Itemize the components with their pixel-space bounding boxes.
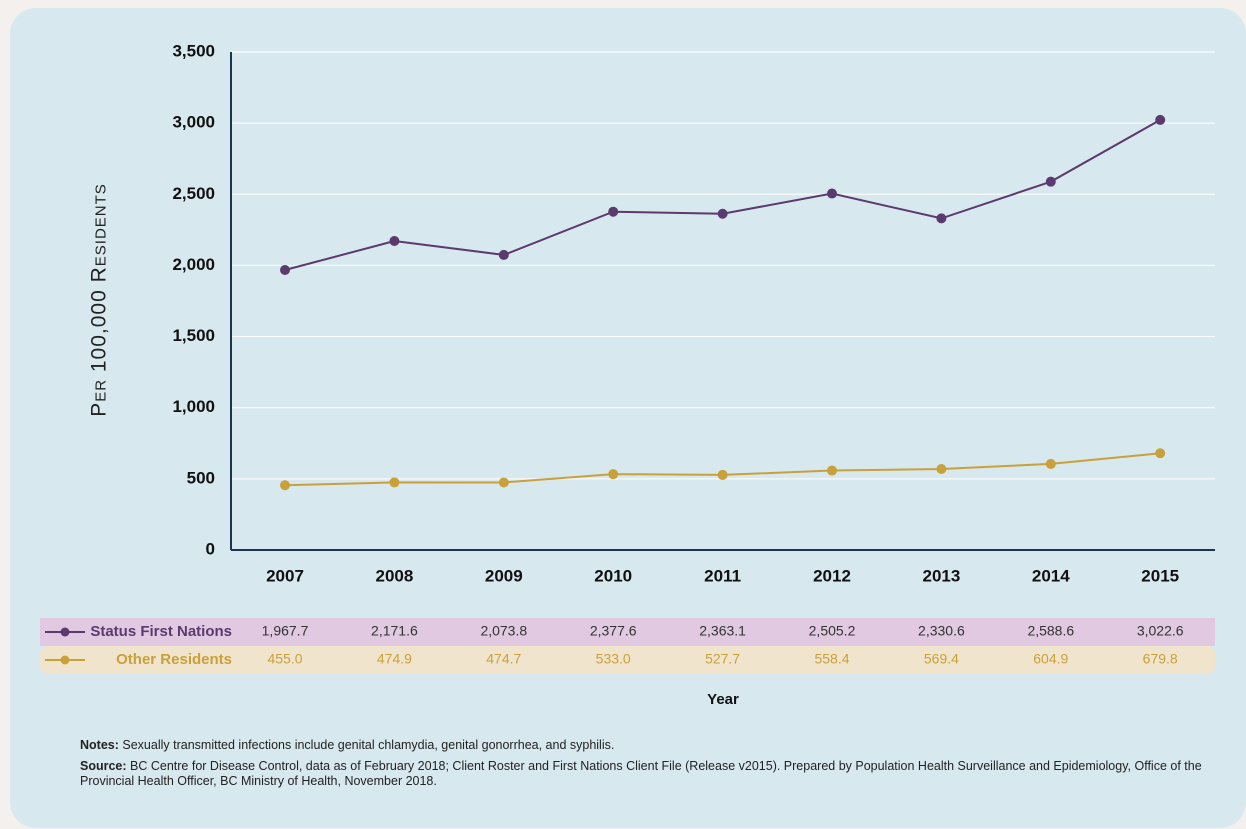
legend-label: Status First Nations [90,623,232,640]
point [827,188,837,199]
point [280,480,290,491]
legend-marker [60,655,70,665]
x-tick-label: 2007 [266,566,304,585]
legend-marker [60,627,70,637]
table-value: 474.7 [486,651,521,667]
table-row [40,618,1215,646]
point [389,477,400,488]
table-value: 1,967.7 [262,623,309,639]
point [1155,448,1166,459]
table-value: 2,505.2 [809,623,856,639]
table-value: 2,377.6 [590,623,637,639]
x-tick-label: 2015 [1141,566,1179,585]
table-value: 2,171.6 [371,623,418,639]
x-tick-label: 2013 [922,566,960,585]
series-line [284,452,1161,487]
x-axis-label: Year [707,691,739,708]
x-tick-label: 2009 [485,566,523,585]
x-tick-label: 2014 [1032,566,1070,585]
point [717,469,728,480]
y-tick-label: 3,500 [172,41,215,60]
table-value: 569.4 [924,651,959,667]
legend-label: Other Residents [116,651,232,668]
table-value: 679.8 [1143,651,1178,667]
table-value: 455.0 [267,651,302,667]
y-axis-label: Per 100,000 Residents [88,183,111,417]
x-tick-label: 2008 [375,566,413,585]
point [1155,114,1166,125]
table-value: 2,363.1 [699,623,746,639]
point [827,465,837,476]
point [608,469,619,480]
notes: Notes: Sexually transmitted infections i… [80,738,1210,753]
point [1045,458,1056,469]
table-row [40,646,1215,674]
table-value: 527.7 [705,651,740,667]
y-tick-label: 2,000 [172,255,215,274]
table-value: 2,330.6 [918,623,965,639]
source-label: Source: [80,759,127,773]
y-tick-label: 500 [187,468,215,487]
notes-text: Sexually transmitted infections include … [122,738,615,752]
table-value: 533.0 [596,651,631,667]
y-tick-label: 2,500 [172,184,215,203]
point [280,265,290,276]
y-tick-label: 0 [206,539,215,558]
point [1045,176,1056,187]
point [717,208,728,219]
x-tick-label: 2010 [594,566,632,585]
y-tick-label: 1,000 [172,397,215,416]
x-tick-label: 2012 [813,566,851,585]
table-value: 3,022.6 [1137,623,1184,639]
point [608,206,619,217]
table-value: 604.9 [1033,651,1068,667]
y-tick-label: 3,000 [172,113,215,132]
footnotes: Notes: Sexually transmitted infections i… [80,738,1210,795]
notes-label: Notes: [80,738,119,752]
point [498,477,509,488]
table-value: 2,073.8 [480,623,527,639]
panel [10,8,1246,828]
point [936,463,947,474]
y-tick-label: 1,500 [172,326,215,345]
table-value: 558.4 [814,651,849,667]
source: Source: BC Centre for Disease Control, d… [80,759,1210,789]
point [498,249,509,260]
point [389,236,400,247]
table-value: 2,588.6 [1027,623,1074,639]
series-line [284,119,1161,271]
point [936,213,947,224]
table-value: 474.9 [377,651,412,667]
x-tick-label: 2011 [704,566,741,585]
source-text: BC Centre for Disease Control, data as o… [80,759,1202,788]
